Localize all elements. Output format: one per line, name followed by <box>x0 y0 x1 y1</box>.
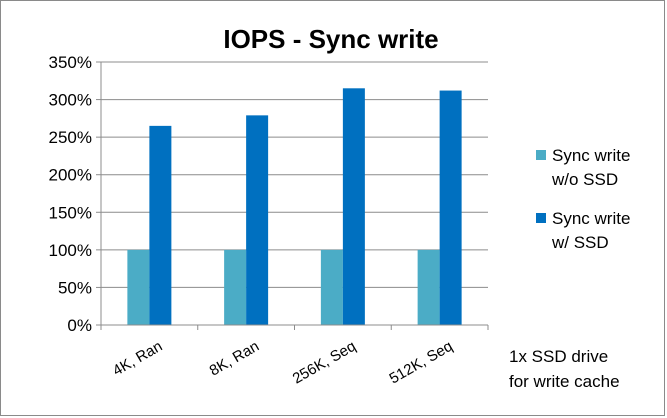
y-tick-label: 200% <box>49 166 92 185</box>
bar <box>320 249 343 325</box>
bar <box>246 115 269 325</box>
legend-label: w/o SSD <box>551 170 618 189</box>
legend-swatch <box>536 150 546 160</box>
y-tick-label: 100% <box>49 241 92 260</box>
bars-layer <box>127 88 462 325</box>
y-tick-label: 350% <box>49 53 92 72</box>
bar <box>342 88 365 325</box>
x-tick-label: 256K, Seq <box>290 338 359 388</box>
bar <box>439 90 462 325</box>
bar <box>149 125 172 325</box>
y-tick-label: 300% <box>49 91 92 110</box>
legend-label: Sync write <box>552 146 630 165</box>
x-tick-label: 512K, Seq <box>386 338 455 388</box>
annotation-text: for write cache <box>509 372 620 391</box>
x-tick-label: 8K, Ran <box>207 338 262 380</box>
annotation: 1x SSD drive for write cache <box>509 347 620 391</box>
legend-label: Sync write <box>552 209 630 228</box>
bar <box>224 249 247 325</box>
bar <box>127 249 150 325</box>
axis-layer: 0% 50% 100% 150% 200% 250% 300% 350% 4K, Ran 8K, … <box>49 53 489 388</box>
annotation-text: 1x SSD drive <box>509 347 608 366</box>
bar <box>417 249 440 325</box>
y-tick-label: 50% <box>58 278 92 297</box>
legend-swatch <box>536 213 546 223</box>
x-tick-label: 4K, Ran <box>110 338 165 380</box>
y-tick-label: 150% <box>49 203 92 222</box>
legend-label: w/ SSD <box>551 233 609 252</box>
chart-title: IOPS - Sync write <box>223 24 438 54</box>
y-tick-label: 0% <box>67 316 92 335</box>
y-tick-label: 250% <box>49 128 92 147</box>
legend: Sync write w/o SSD Sync write w/ SSD <box>536 146 630 252</box>
